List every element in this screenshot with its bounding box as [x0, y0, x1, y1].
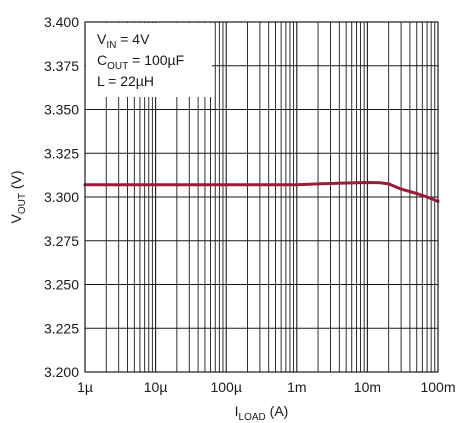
x-tick-label: 10m [354, 379, 381, 395]
annotation-line: L = 22µH [97, 73, 154, 89]
y-tick-label: 3.375 [44, 58, 79, 74]
axis-titles: ILOAD (A) VOUT (V) [8, 170, 288, 423]
x-tick-label: 1µ [77, 379, 93, 395]
plot-frame [84, 21, 439, 373]
y-tick-label: 3.400 [44, 14, 79, 30]
y-tick-label: 3.300 [44, 189, 79, 205]
y-tick-label: 3.250 [44, 277, 79, 293]
x-tick-label: 100m [420, 379, 455, 395]
x-tick-label: 10µ [144, 379, 168, 395]
y-tick-label: 3.200 [44, 364, 79, 380]
series-layer [83, 181, 440, 203]
y-tick-label: 3.225 [44, 320, 79, 336]
series-line [83, 181, 440, 203]
annotation-line: VIN = 4V [97, 31, 150, 51]
x-tick-label: 1m [287, 379, 306, 395]
y-tick-label: 3.275 [44, 233, 79, 249]
y-tick-label: 3.325 [44, 145, 79, 161]
x-tick-labels: 1µ 10µ 100µ 1m 10m 100m [77, 379, 455, 395]
x-axis-title: ILOAD (A) [235, 403, 289, 423]
y-tick-labels: 3.200 3.225 3.250 3.275 3.300 3.325 3.350 3.375… [44, 14, 79, 380]
legend-box [86, 23, 212, 97]
y-axis-title: VOUT (V) [8, 170, 28, 223]
y-tick-label: 3.350 [44, 102, 79, 118]
x-tick-label: 100µ [210, 379, 241, 395]
annotation-line: COUT = 100µF [97, 52, 184, 72]
